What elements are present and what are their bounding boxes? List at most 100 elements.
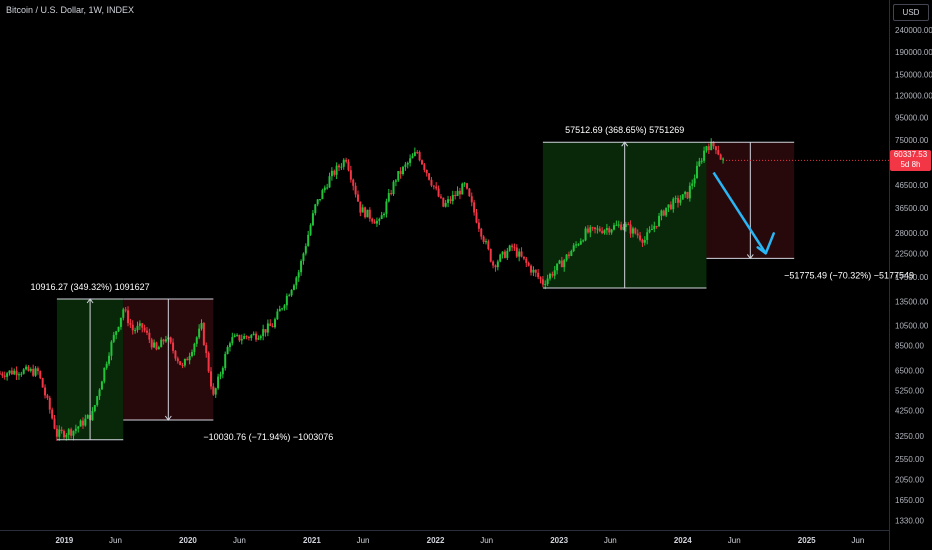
candle-body-246 xyxy=(582,240,585,242)
candle-body-269 xyxy=(636,233,639,236)
candle-body-142 xyxy=(335,165,338,175)
candle-body-263 xyxy=(622,227,625,230)
y-tick-label-17: 3250.00 xyxy=(895,432,924,441)
candle-body-141 xyxy=(333,170,336,175)
measure-arrowhead-3 xyxy=(746,254,754,260)
candle-body-175 xyxy=(413,152,416,156)
candle-body-143 xyxy=(338,165,341,168)
measure-label-3: −51775.49 (−70.32%) −5177549 xyxy=(784,270,914,280)
candle-body-116 xyxy=(273,319,276,328)
price-axis-labels: 240000.00 190000.00 150000.00 120000.00 9500… xyxy=(895,26,932,525)
candle-body-236 xyxy=(558,260,561,264)
candle-body-25 xyxy=(58,429,61,437)
candle-body-135 xyxy=(319,199,322,201)
candle-body-257 xyxy=(608,228,611,233)
candle-body-91 xyxy=(214,388,217,395)
x-tick-label-11: Jun xyxy=(728,536,741,545)
candle-body-95 xyxy=(224,353,227,369)
candle-body-207 xyxy=(489,248,492,262)
candle-body-129 xyxy=(304,246,307,254)
candle-body-181 xyxy=(428,173,431,180)
candle-body-268 xyxy=(634,228,637,234)
candle-body-111 xyxy=(262,329,265,337)
candle-body-24 xyxy=(55,428,58,437)
candle-body-244 xyxy=(577,244,580,246)
candle-body-305 xyxy=(722,158,725,160)
candle-body-104 xyxy=(245,336,248,338)
candle-body-165 xyxy=(390,193,393,195)
candle-body-101 xyxy=(238,334,241,341)
candle-body-179 xyxy=(423,164,426,170)
candle-body-130 xyxy=(307,234,310,247)
candle-body-298 xyxy=(705,146,708,151)
candle-body-221 xyxy=(522,256,525,259)
candle-body-41 xyxy=(96,396,99,406)
candle-body-213 xyxy=(503,251,506,258)
candle-body-239 xyxy=(565,254,568,261)
candle-body-195 xyxy=(461,183,464,195)
y-tick-label-9: 22500.00 xyxy=(895,249,929,258)
candle-body-146 xyxy=(345,159,348,162)
candle-body-96 xyxy=(226,347,229,354)
candle-body-267 xyxy=(631,228,634,234)
candle-body-14 xyxy=(32,368,35,376)
candle-body-259 xyxy=(613,225,616,230)
candle-body-279 xyxy=(660,210,663,216)
candle-body-204 xyxy=(482,236,485,242)
candle-body-90 xyxy=(212,386,215,395)
candle-body-198 xyxy=(468,188,471,197)
candle-body-74 xyxy=(174,350,177,359)
candle-body-73 xyxy=(172,342,175,351)
candle-body-22 xyxy=(51,409,54,419)
candle-body-70 xyxy=(164,339,167,342)
candle-body-245 xyxy=(579,241,582,245)
candle-body-237 xyxy=(560,260,563,268)
x-tick-label-7: Jun xyxy=(480,536,493,545)
candle-body-65 xyxy=(153,342,156,348)
candle-body-216 xyxy=(511,245,514,248)
candle-body-31 xyxy=(72,430,75,436)
candle-body-205 xyxy=(484,241,487,243)
candle-body-271 xyxy=(641,239,644,243)
candle-body-45 xyxy=(105,363,108,368)
candle-body-173 xyxy=(409,158,412,163)
candle-body-281 xyxy=(665,207,668,216)
y-tick-label-20: 1650.00 xyxy=(895,496,924,505)
currency-button[interactable]: USD xyxy=(893,4,929,21)
measure-tool-boxes xyxy=(56,142,795,440)
candle-body-112 xyxy=(264,329,267,333)
candle-body-247 xyxy=(584,228,587,241)
candle-body-231 xyxy=(546,278,549,285)
candle-body-162 xyxy=(383,213,386,216)
candle-body-220 xyxy=(520,251,523,257)
candle-body-19 xyxy=(44,387,47,396)
candle-body-99 xyxy=(233,335,236,338)
candle-body-159 xyxy=(375,220,378,224)
candle-body-219 xyxy=(518,251,521,257)
candle-body-250 xyxy=(591,227,594,229)
candle-body-224 xyxy=(530,265,533,273)
candle-body-192 xyxy=(454,194,457,197)
candle-body-291 xyxy=(688,185,691,199)
candle-body-183 xyxy=(432,185,435,187)
candle-body-32 xyxy=(74,428,77,431)
y-tick-label-6: 46500.00 xyxy=(895,181,929,190)
candle-body-53 xyxy=(124,309,127,311)
candle-body-61 xyxy=(143,327,146,331)
candle-body-200 xyxy=(473,202,476,213)
candle-body-106 xyxy=(250,335,253,338)
candle-body-59 xyxy=(138,323,141,326)
candle-body-258 xyxy=(610,229,613,233)
candle-body-6 xyxy=(13,370,16,375)
candle-body-199 xyxy=(470,196,473,203)
candle-body-174 xyxy=(411,155,414,159)
candle-body-296 xyxy=(700,160,703,162)
candle-body-280 xyxy=(662,210,665,216)
candle-body-77 xyxy=(181,364,184,366)
time-axis-divider xyxy=(0,530,889,531)
candle-body-303 xyxy=(717,150,720,155)
candle-body-276 xyxy=(653,225,656,230)
candle-body-285 xyxy=(674,198,677,200)
